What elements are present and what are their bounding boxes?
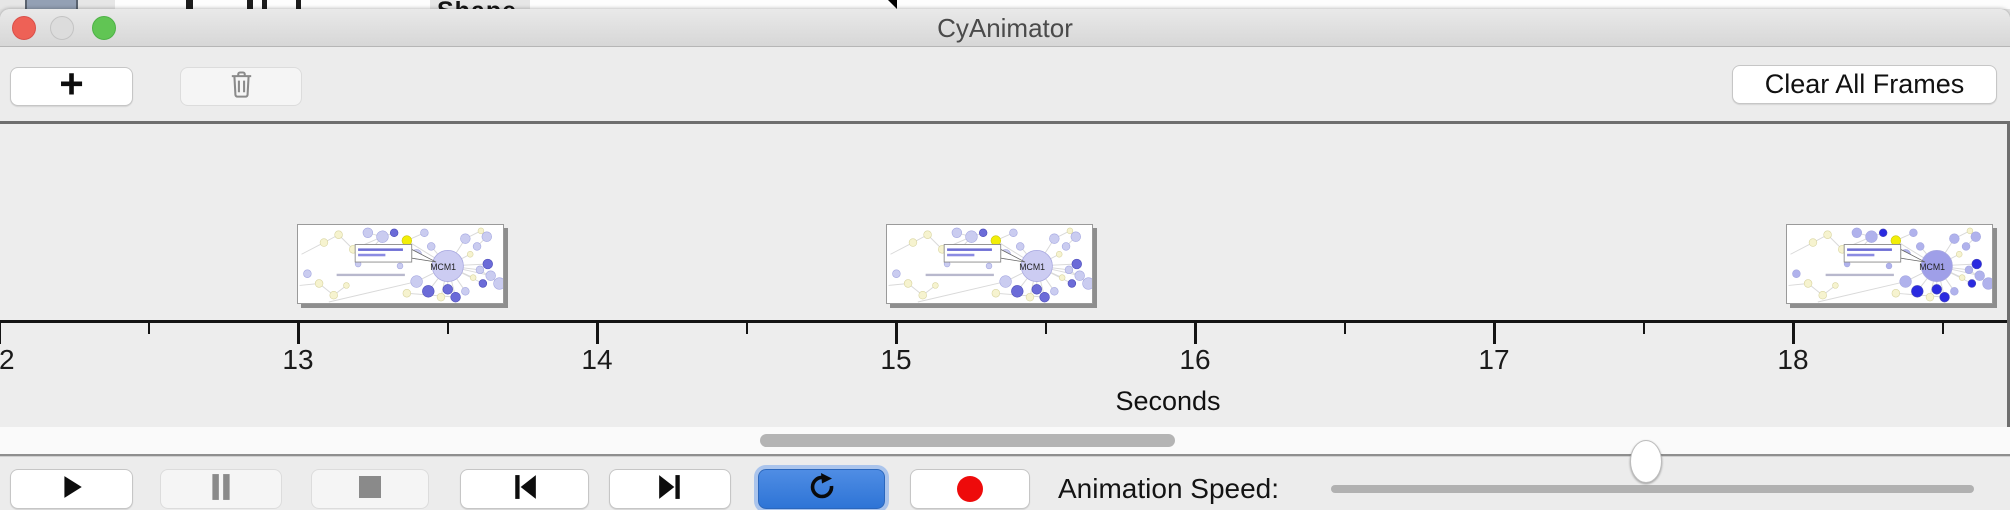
background-fragment <box>296 0 301 9</box>
minimize-button[interactable] <box>50 16 74 40</box>
background-fragment <box>186 0 193 9</box>
axis-minor-tick <box>446 323 449 334</box>
svg-text:MCM1: MCM1 <box>430 262 456 272</box>
keyframe-thumbnail-frame-3[interactable]: MCM1 <box>1785 224 1993 304</box>
axis-second-label: 12 <box>0 344 15 375</box>
delete-frame-button[interactable] <box>180 67 302 106</box>
background-fragment <box>888 0 897 9</box>
timeline-scrollbar[interactable] <box>0 427 2010 454</box>
play-icon <box>59 474 85 505</box>
axis-minor-tick <box>1941 323 1944 334</box>
divider <box>0 454 2010 457</box>
axis-minor-tick <box>1044 323 1047 334</box>
play-button[interactable] <box>10 469 133 509</box>
stop-icon <box>358 475 382 504</box>
keyframe-thumbnail-frame-1[interactable]: MCM1 <box>296 224 504 304</box>
zoom-button[interactable] <box>92 16 116 40</box>
axis-minor-tick <box>1343 323 1346 334</box>
axis-second-label: 13 <box>282 344 314 375</box>
skip-to-end-icon <box>657 474 683 505</box>
axis-minor-tick <box>147 323 150 334</box>
axis-unit-label: Seconds <box>1115 386 1221 416</box>
axis-major-tick <box>0 323 1 344</box>
axis-major-tick <box>1194 323 1197 344</box>
scrollbar-thumb[interactable] <box>760 434 1175 447</box>
axis-major-tick <box>1792 323 1795 344</box>
background-window-strip: Shape <box>0 0 2010 9</box>
stop-button[interactable] <box>311 469 429 509</box>
slider-thumb[interactable] <box>1630 440 1663 483</box>
keyframe-thumbnail-frame-2[interactable]: MCM1 <box>885 224 1093 304</box>
background-fragment <box>530 0 2010 9</box>
animation-speed-slider[interactable] <box>1331 440 1974 510</box>
axis-second-label: 14 <box>581 344 613 375</box>
trash-icon <box>228 69 255 105</box>
svg-text:MCM1: MCM1 <box>1019 262 1045 272</box>
add-frame-button[interactable]: + <box>10 60 133 107</box>
axis-major-tick <box>895 323 898 344</box>
skip-to-start-button[interactable] <box>460 469 589 509</box>
skip-to-end-button[interactable] <box>609 469 731 509</box>
axis-major-tick <box>1493 323 1496 344</box>
axis-minor-tick <box>1642 323 1645 334</box>
loop-icon <box>807 472 837 507</box>
record-icon <box>957 476 983 502</box>
axis-second-label: 17 <box>1478 344 1510 375</box>
skip-to-start-icon <box>512 474 538 505</box>
clear-all-frames-button[interactable]: Clear All Frames <box>1732 65 1997 104</box>
axis-major-tick <box>596 323 599 344</box>
network-graph-preview: MCM1 <box>299 227 503 303</box>
playback-toolbar: Animation Speed: <box>0 440 2010 510</box>
axis-second-label: 18 <box>1777 344 1809 375</box>
loop-button[interactable] <box>758 469 885 509</box>
axis-major-tick <box>297 323 300 344</box>
axis-minor-tick <box>745 323 748 334</box>
svg-text:MCM1: MCM1 <box>1919 262 1945 272</box>
network-graph-preview: MCM1 <box>1788 227 1992 303</box>
background-fragment <box>262 0 267 9</box>
window-title: CyAnimator <box>937 13 1073 43</box>
cyanimator-window: CyAnimator + Clear All Frames <box>0 9 2010 510</box>
clear-all-frames-label: Clear All Frames <box>1764 69 1965 99</box>
axis-second-label: 16 <box>1179 344 1211 375</box>
background-fragment <box>25 0 78 9</box>
background-fragment <box>247 0 253 9</box>
network-graph-preview: MCM1 <box>888 227 1092 303</box>
slider-track[interactable] <box>1331 485 1974 493</box>
title-bar[interactable]: CyAnimator <box>0 9 2010 47</box>
timeline-panel[interactable]: MCM1 <box>0 121 2010 427</box>
frame-toolbar: + Clear All Frames <box>0 48 2010 121</box>
plus-icon: + <box>59 59 84 107</box>
pause-icon <box>208 473 234 506</box>
background-partial-text: Shape <box>437 0 517 9</box>
background-fragment <box>115 0 430 9</box>
axis-second-label: 15 <box>880 344 912 375</box>
record-button[interactable] <box>910 469 1030 509</box>
close-button[interactable] <box>12 16 36 40</box>
timeline-axis <box>0 320 2007 323</box>
animation-speed-label: Animation Speed: <box>1058 472 1280 504</box>
pause-button[interactable] <box>160 469 282 509</box>
